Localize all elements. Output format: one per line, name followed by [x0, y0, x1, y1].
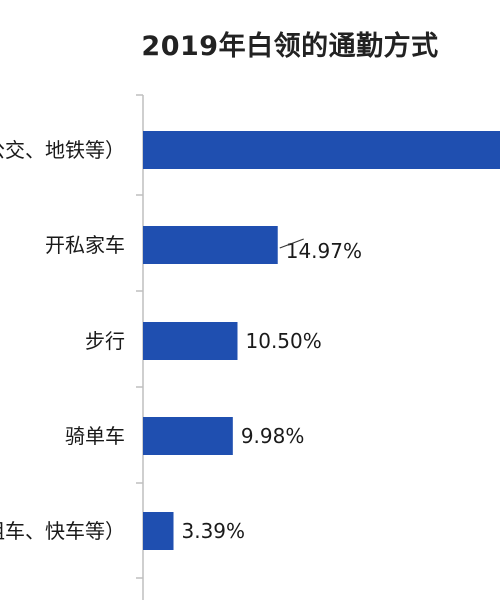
category-label: 开私家车 [45, 233, 125, 257]
category-label: 骑单车 [65, 424, 125, 448]
bar [143, 131, 500, 169]
category-label: （公交、地铁等） [0, 138, 125, 162]
leader-line [279, 238, 304, 249]
bar [143, 322, 238, 360]
value-label: 9.98% [241, 424, 305, 448]
bar [143, 226, 278, 264]
value-label: 3.39% [182, 519, 246, 543]
category-label: 步行 [85, 329, 125, 353]
bar [143, 417, 233, 455]
chart-title: 2019年白领的通勤方式 [141, 31, 439, 62]
value-label: 10.50% [246, 329, 322, 353]
value-label: 14.97% [286, 239, 362, 263]
bar [143, 512, 174, 550]
category-label: （出租车、快车等） [0, 519, 125, 543]
